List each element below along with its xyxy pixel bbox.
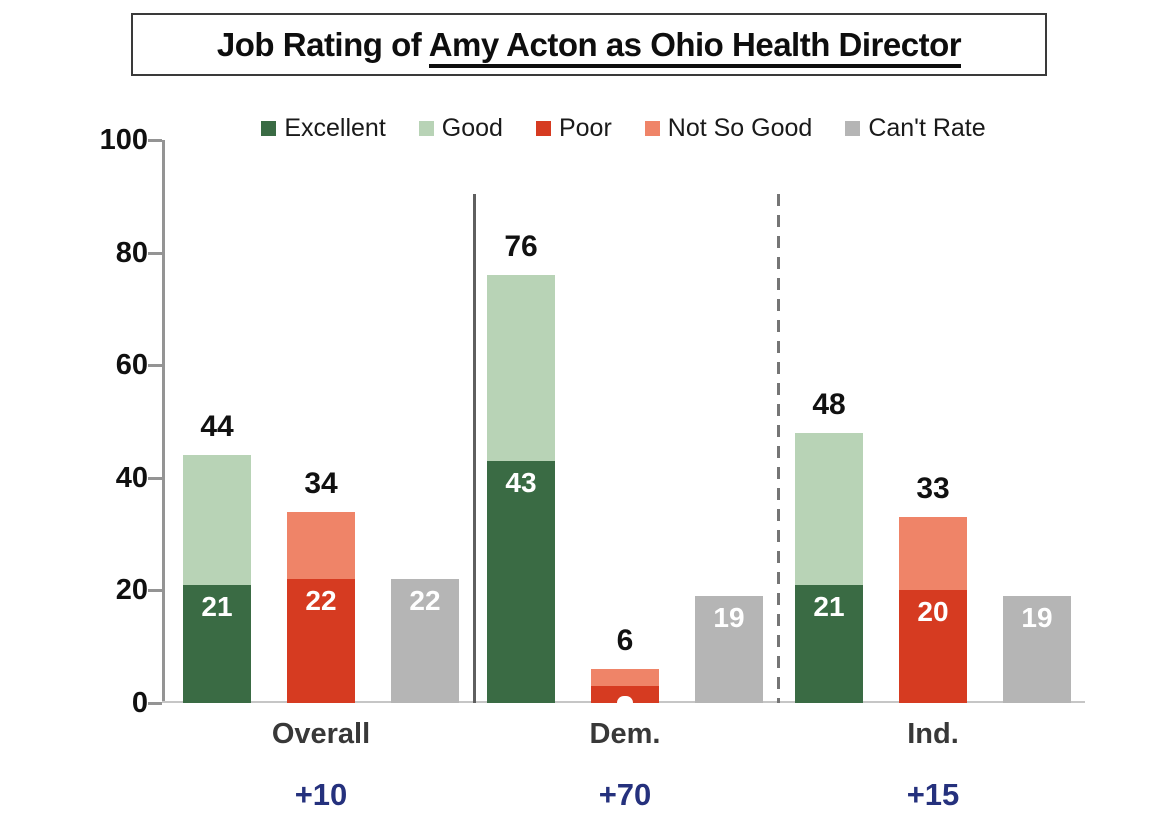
bar-segment-can-t-rate xyxy=(695,596,763,703)
bar-value-label: 22 xyxy=(305,585,337,617)
net-rating-label: +10 xyxy=(294,777,348,812)
bar-total-label: 44 xyxy=(200,410,234,444)
bar-total-label: 6 xyxy=(616,624,634,658)
legend-swatch-icon xyxy=(261,121,277,136)
legend: Excellent Good Poor Not So Good Can't Rate xyxy=(162,114,1085,143)
legend-label: Excellent xyxy=(284,114,386,142)
bar-value-label: 43 xyxy=(505,466,537,498)
y-axis-tick-label: 60 xyxy=(115,349,148,382)
legend-item: Not So Good xyxy=(644,114,813,143)
bar-total-label: 33 xyxy=(916,472,950,506)
y-axis-tick-mark xyxy=(148,139,162,142)
legend-item: Poor xyxy=(535,114,612,143)
clipped-value-label xyxy=(617,696,633,703)
legend-label: Not So Good xyxy=(667,114,813,142)
y-axis-tick-mark xyxy=(148,476,162,480)
bar-segment-excellent xyxy=(795,584,863,703)
bar-segment-can-t-rate xyxy=(391,579,459,703)
legend-item: Can't Rate xyxy=(845,114,986,143)
group-separator-dashed-line xyxy=(777,194,780,703)
bar-segment-good xyxy=(487,275,555,461)
title-underlined-text: Amy Acton as Ohio Health Director xyxy=(428,25,962,68)
chart-title-box: Job Rating of Amy Acton as Ohio Health D… xyxy=(131,13,1047,76)
bar-total-label: 48 xyxy=(812,387,846,421)
y-axis-line xyxy=(162,140,165,703)
bar-segment-excellent xyxy=(183,584,251,703)
legend-item: Excellent xyxy=(261,114,386,143)
bar-value-label: 21 xyxy=(201,590,233,622)
bar-total-label: 76 xyxy=(504,230,538,264)
y-axis-tick-label: 100 xyxy=(99,124,148,156)
legend-swatch-icon xyxy=(845,121,861,136)
y-axis-tick-label: 80 xyxy=(115,236,148,269)
legend-swatch-icon xyxy=(418,121,434,136)
net-rating-label: +70 xyxy=(598,777,652,812)
bar-total-label: 34 xyxy=(304,466,338,500)
bar-segment-good xyxy=(183,455,251,585)
legend-item: Good xyxy=(418,114,503,143)
y-axis-tick-label: 20 xyxy=(115,574,148,607)
legend-label: Poor xyxy=(558,114,612,142)
legend-swatch-icon xyxy=(644,121,660,136)
legend-swatch-icon xyxy=(535,121,551,136)
bar-segment-not-so-good xyxy=(591,669,659,687)
bar-value-label: 19 xyxy=(713,602,745,634)
title-prefix: Job Rating of xyxy=(216,25,429,63)
bar-segment-can-t-rate xyxy=(1003,596,1071,703)
bar-segment-not-so-good xyxy=(287,511,355,580)
net-rating-label: +15 xyxy=(906,777,960,812)
bar-value-label: 22 xyxy=(409,585,441,617)
y-axis-tick-mark xyxy=(148,589,162,593)
bar-value-label: 19 xyxy=(1021,602,1053,634)
bar-segment-poor xyxy=(899,590,967,703)
page-title: Job Rating of Amy Acton as Ohio Health D… xyxy=(216,25,962,68)
bar-segment-good xyxy=(795,432,863,585)
y-axis-tick-label: 40 xyxy=(115,461,148,494)
category-label: Ind. xyxy=(907,718,959,750)
category-label: Overall xyxy=(271,718,371,750)
y-axis-tick-mark xyxy=(148,364,162,368)
bar-value-label: 21 xyxy=(813,590,845,622)
legend-label: Can't Rate xyxy=(868,114,986,142)
bar-segment-not-so-good xyxy=(899,517,967,591)
y-axis-tick-mark xyxy=(148,702,162,705)
legend-label: Good xyxy=(441,114,503,142)
y-axis-tick-label: 0 xyxy=(131,687,148,719)
bar-value-label: 20 xyxy=(917,596,949,628)
bar-segment-poor xyxy=(287,579,355,703)
group-separator-solid-line xyxy=(473,194,476,703)
category-label: Dem. xyxy=(589,718,661,750)
y-axis-tick-mark xyxy=(148,251,162,255)
bar-segment-excellent xyxy=(487,460,555,703)
bar-segment-poor xyxy=(591,686,659,703)
